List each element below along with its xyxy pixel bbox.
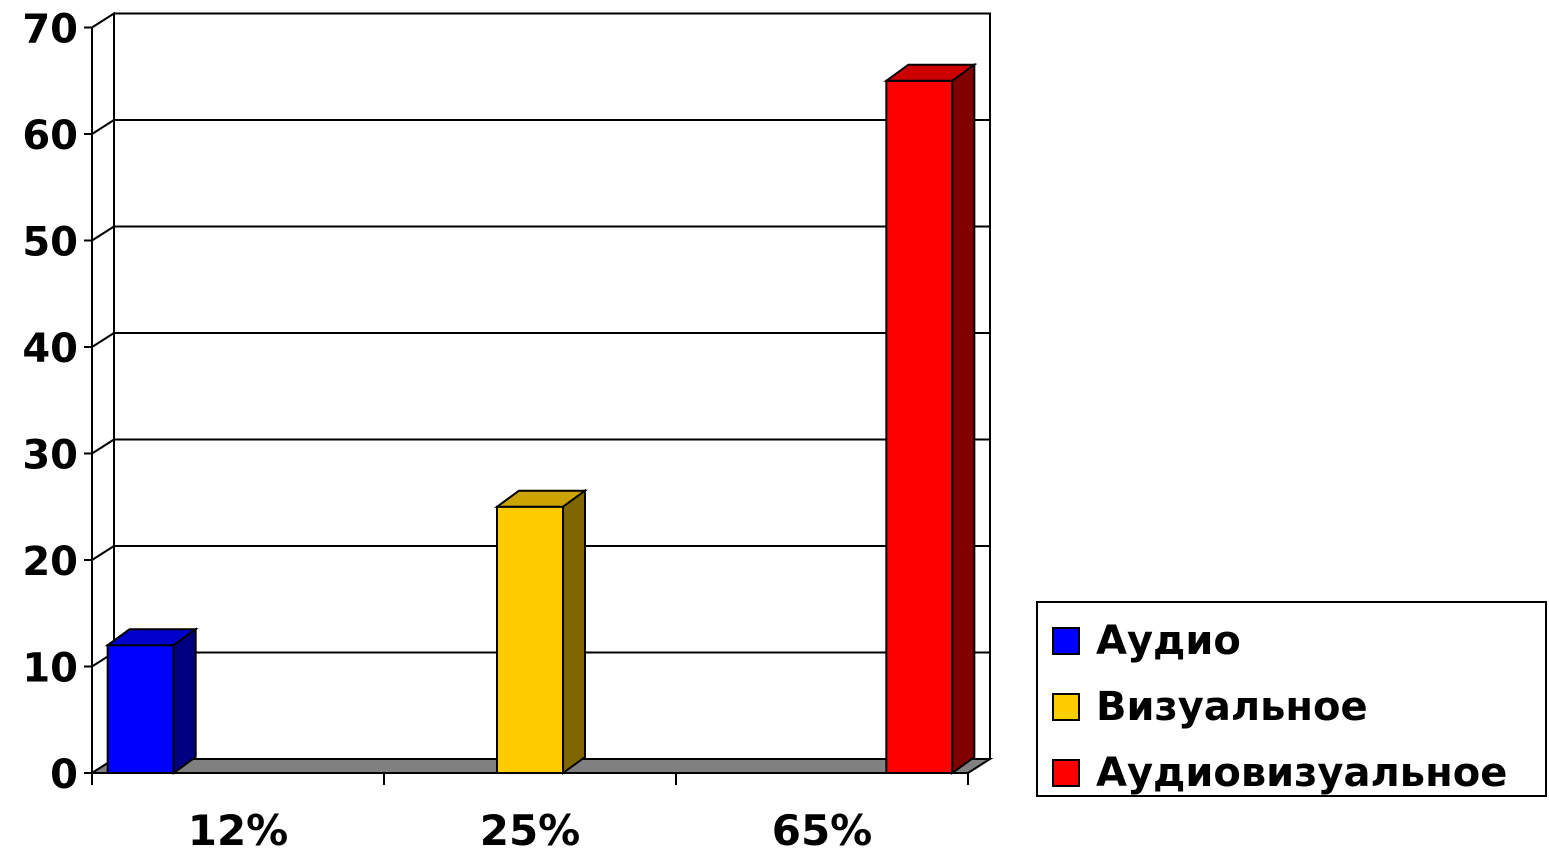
legend-swatch-audiovisual — [1052, 759, 1080, 787]
bar-2 — [883, 62, 978, 775]
bar-front — [885, 79, 954, 774]
bars — [104, 62, 978, 775]
gridline-side-60 — [91, 119, 115, 135]
x-axis: 12% 25% 65% — [91, 772, 969, 850]
gridline-side-30 — [91, 438, 115, 455]
x-category-label: 25% — [480, 806, 581, 850]
legend-swatch-audio — [1052, 627, 1080, 655]
gridline-side-50 — [91, 225, 115, 242]
bar-side — [951, 62, 976, 775]
gridlines — [91, 119, 990, 668]
legend: Аудио Визуальное Аудиовизуальное — [1036, 601, 1547, 797]
legend-swatch-visual — [1052, 693, 1080, 721]
x-category-label: 12% — [188, 806, 289, 850]
bar-1 — [493, 488, 589, 775]
y-tick-label: 20 — [22, 539, 78, 585]
legend-item-visual: Визуальное — [1052, 684, 1368, 730]
bar-front — [496, 505, 564, 774]
bar-front — [106, 644, 175, 775]
bar-0 — [104, 627, 199, 775]
y-axis: 0 10 20 30 40 50 60 70 — [22, 7, 92, 798]
y-tick-label: 40 — [22, 326, 78, 372]
bar-side — [562, 488, 586, 775]
legend-label-visual: Визуальное — [1096, 684, 1368, 730]
legend-label-audiovisual: Аудиовизуальное — [1096, 750, 1508, 796]
legend-label-audio: Аудио — [1096, 618, 1241, 664]
gridline-side-20 — [91, 545, 115, 561]
bar-side — [172, 627, 197, 775]
y-tick-label: 70 — [22, 7, 78, 53]
y-tick-label: 50 — [22, 220, 78, 266]
y-tick-label: 0 — [50, 752, 78, 798]
legend-item-audio: Аудио — [1052, 618, 1241, 664]
x-category-label: 65% — [772, 806, 873, 850]
legend-item-audiovisual: Аудиовизуальное — [1052, 750, 1508, 796]
gridline-side-40 — [91, 332, 115, 348]
y-tick-label: 30 — [22, 433, 78, 479]
y-tick-label: 10 — [22, 646, 78, 692]
y-tick-label: 60 — [22, 113, 78, 159]
